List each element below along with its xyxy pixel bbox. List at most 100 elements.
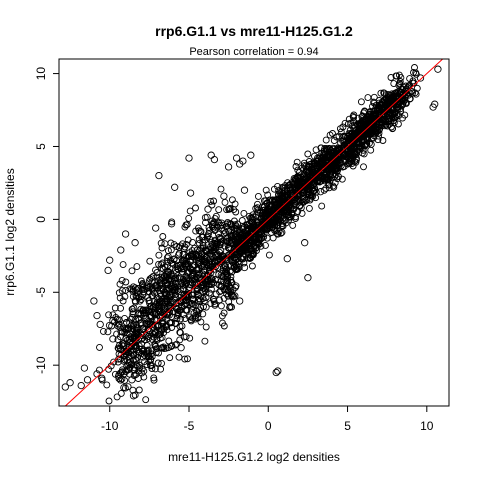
data-point [285, 212, 293, 221]
data-point [279, 189, 287, 197]
data-point [345, 159, 352, 167]
data-point [350, 121, 358, 129]
data-point [244, 254, 252, 262]
data-point [148, 353, 156, 360]
data-point [155, 171, 163, 180]
data-point [356, 121, 364, 129]
data-point [128, 361, 135, 369]
data-point [211, 237, 219, 245]
data-point [388, 115, 396, 123]
data-point [294, 174, 303, 183]
data-point [231, 250, 239, 259]
data-point [304, 274, 312, 282]
data-point [165, 337, 173, 345]
data-point [124, 361, 132, 369]
data-point [187, 316, 195, 324]
data-point [278, 228, 286, 236]
data-point [205, 245, 213, 253]
data-point [176, 336, 184, 344]
data-point [394, 120, 402, 128]
data-point [174, 305, 182, 313]
data-point [416, 74, 425, 82]
data-point [129, 310, 137, 318]
data-point [197, 304, 205, 311]
data-point [122, 334, 130, 342]
data-point [434, 65, 442, 73]
data-point [167, 343, 175, 351]
data-point [198, 233, 206, 241]
data-point [110, 358, 118, 366]
data-point [212, 212, 220, 220]
data-point [219, 221, 226, 229]
data-point [337, 128, 345, 136]
data-point [223, 272, 231, 279]
data-point [352, 158, 360, 166]
data-point [333, 156, 341, 164]
data-point [283, 255, 291, 263]
data-point [159, 319, 166, 327]
data-point [119, 261, 127, 269]
data-point [338, 175, 346, 183]
data-point [77, 381, 85, 390]
data-point [111, 370, 119, 378]
data-point [128, 305, 136, 313]
data-point [198, 281, 206, 289]
data-point [183, 268, 191, 276]
data-point [183, 290, 191, 298]
data-point [119, 340, 127, 347]
data-point [212, 290, 220, 298]
y-tick-label: -10 [34, 356, 48, 374]
y-tick-label: 10 [34, 67, 48, 81]
data-point [375, 107, 383, 116]
data-point [349, 149, 357, 157]
data-point [151, 316, 159, 323]
data-point [148, 365, 156, 372]
data-point [399, 97, 407, 105]
data-point [174, 311, 182, 318]
data-point [150, 374, 158, 382]
data-point [393, 72, 401, 80]
data-point [105, 311, 113, 319]
data-point [96, 320, 104, 329]
data-point [335, 156, 343, 164]
data-point [259, 233, 268, 241]
data-point [238, 217, 246, 224]
data-point [287, 190, 295, 198]
x-tick-label: -10 [101, 419, 119, 433]
data-point [188, 247, 196, 255]
data-point [171, 341, 179, 349]
data-point [329, 171, 337, 178]
data-point [195, 239, 203, 247]
data-point [109, 317, 117, 324]
data-point [262, 186, 270, 194]
data-point [171, 319, 179, 327]
data-point [224, 241, 232, 249]
data-point [152, 345, 160, 353]
data-point [203, 283, 210, 291]
data-point [105, 397, 113, 405]
data-point [266, 198, 274, 206]
data-point [146, 257, 154, 265]
data-point [151, 310, 159, 318]
data-point [131, 239, 139, 247]
data-point [190, 309, 198, 317]
data-point [229, 258, 237, 266]
data-point [402, 82, 410, 90]
data-point [174, 261, 182, 269]
data-point [201, 258, 209, 266]
data-point [276, 195, 283, 203]
data-point [221, 198, 229, 206]
data-point [148, 361, 156, 369]
data-point [66, 379, 74, 387]
data-point [304, 150, 312, 158]
data-point [111, 304, 119, 312]
data-point [248, 262, 256, 270]
data-point [229, 293, 238, 301]
data-point [132, 342, 140, 350]
data-point [142, 396, 150, 404]
data-point [80, 364, 89, 372]
data-point [177, 344, 185, 352]
data-point [152, 224, 160, 232]
data-point [191, 244, 198, 252]
data-point [159, 274, 167, 282]
